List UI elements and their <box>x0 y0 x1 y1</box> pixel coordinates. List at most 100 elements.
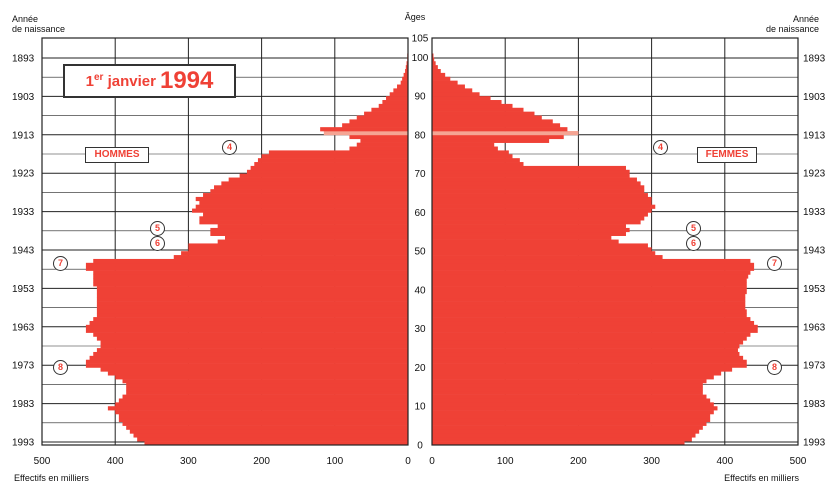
women-bar <box>432 53 434 58</box>
men-bar <box>268 150 408 155</box>
men-bar <box>257 158 408 163</box>
women-bar <box>432 355 744 361</box>
women-bar <box>432 266 755 271</box>
women-bar <box>432 367 733 372</box>
age-tick-label: 10 <box>414 402 426 413</box>
women-bar <box>432 351 740 357</box>
men-bar <box>115 410 408 415</box>
men-bar <box>214 185 408 190</box>
men-bars <box>85 53 409 446</box>
men-bar <box>228 177 408 182</box>
men-bar <box>250 165 408 171</box>
men-bar <box>96 309 409 314</box>
women-bar <box>432 278 747 283</box>
women-bar <box>432 274 749 279</box>
women-bar <box>432 324 758 330</box>
men-bar <box>389 92 408 97</box>
men-bar <box>349 146 408 151</box>
birth-year-tick-left: 1953 <box>12 284 35 295</box>
women-bar <box>432 421 707 426</box>
women-bar <box>432 394 707 399</box>
women-bar <box>432 286 747 291</box>
birth-year-tick-right: 1923 <box>803 169 826 180</box>
women-bar <box>432 127 568 132</box>
men-bar <box>93 351 409 357</box>
men-bar <box>403 72 408 78</box>
title-prefix-number: 1 <box>85 73 94 90</box>
men-bar <box>405 65 408 70</box>
men-bar <box>96 297 409 302</box>
men-bar <box>129 429 408 434</box>
women-bar <box>432 348 738 353</box>
men-bar <box>96 286 409 291</box>
women-x-tick-label: 100 <box>497 456 514 467</box>
chart-frames <box>41 37 799 446</box>
title-text: janvier <box>107 73 156 90</box>
women-callout-8: 8 <box>767 360 782 376</box>
age-tick-label: 40 <box>414 285 426 296</box>
men-bar <box>100 340 408 345</box>
title-year: 1994 <box>159 67 214 94</box>
women-bar <box>432 134 564 140</box>
men-bar <box>393 88 408 93</box>
men-bar <box>261 154 408 159</box>
women-bar <box>432 84 465 89</box>
men-bar <box>89 355 408 361</box>
x-axis-labels: 500 400 300 200 100 0 0 100 200 300 400 500 <box>34 456 807 467</box>
women-bar <box>432 305 746 310</box>
women-bar <box>432 181 641 186</box>
women-bar <box>432 340 744 345</box>
birth-year-tick-left: 1913 <box>12 130 35 141</box>
women-callout-4: 4 <box>653 139 668 155</box>
men-bar <box>356 115 408 120</box>
women-x-tick-label: 400 <box>716 456 733 467</box>
women-bar <box>432 239 619 244</box>
women-callout-7: 7 <box>767 255 782 271</box>
women-bar <box>432 173 630 178</box>
birth-year-tick-left: 1973 <box>12 361 35 372</box>
women-bar <box>432 289 747 295</box>
women-bar <box>432 150 509 155</box>
women-bar <box>432 204 656 209</box>
men-bar <box>323 131 408 136</box>
men-bar <box>85 266 409 271</box>
men-bar <box>210 227 408 233</box>
women-bar <box>432 309 747 314</box>
women-bar <box>432 177 637 182</box>
men-bar <box>371 107 408 112</box>
men-x-tick-label: 0 <box>405 456 411 467</box>
women-bar <box>432 76 451 81</box>
men-bar <box>203 212 408 217</box>
men-bar <box>93 332 409 337</box>
men-bar <box>210 231 408 236</box>
men-bar <box>100 344 408 349</box>
men-bar <box>93 278 409 283</box>
men-x-tick-label: 500 <box>34 456 51 467</box>
women-label: FEMMES <box>697 147 757 163</box>
women-bar <box>432 313 747 318</box>
women-bar <box>432 390 703 395</box>
women-bar <box>432 382 703 388</box>
men-bar <box>342 123 408 128</box>
women-bar <box>432 386 703 392</box>
men-bar <box>96 336 409 341</box>
birth-year-tick-left: 1923 <box>12 169 35 180</box>
women-bar <box>432 328 758 333</box>
men-bar <box>96 293 409 299</box>
birth-year-tick-right: 1913 <box>803 130 826 141</box>
women-bar <box>432 410 714 415</box>
birth-year-tick-right: 1993 <box>803 438 826 449</box>
birth-year-tick-right: 1903 <box>803 92 826 103</box>
men-bar <box>405 69 408 74</box>
women-bar <box>432 165 626 171</box>
men-bar <box>96 301 409 306</box>
men-bar <box>173 255 408 260</box>
men-bar <box>93 317 409 322</box>
men-bar <box>118 413 409 419</box>
birth-year-tick-right: 1953 <box>803 284 826 295</box>
women-bar <box>432 231 626 236</box>
women-bar <box>432 437 692 442</box>
women-bar <box>432 96 491 101</box>
birth-year-tick-left: 1893 <box>12 54 35 65</box>
women-bar <box>432 255 663 260</box>
